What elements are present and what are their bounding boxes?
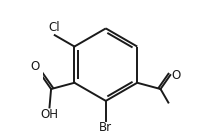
- Text: Cl: Cl: [48, 21, 60, 34]
- Text: O: O: [31, 60, 40, 73]
- Text: OH: OH: [41, 108, 58, 121]
- Text: O: O: [171, 68, 180, 82]
- Text: Br: Br: [99, 121, 112, 134]
